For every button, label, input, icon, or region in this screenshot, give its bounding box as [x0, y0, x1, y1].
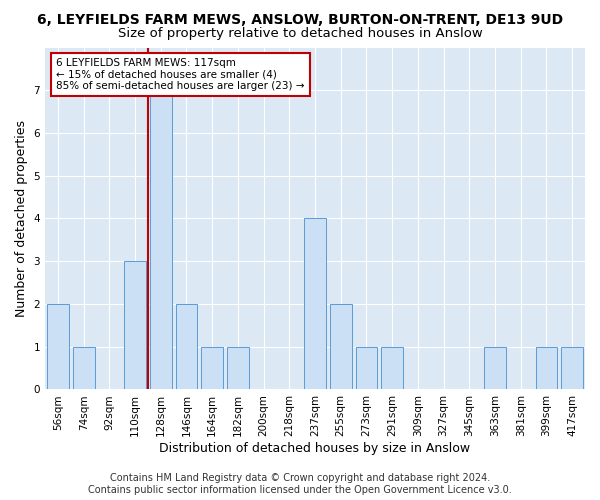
Bar [201, 346, 223, 390]
Bar [176, 304, 197, 390]
Bar [150, 90, 172, 390]
Bar [47, 304, 69, 390]
Bar [124, 261, 146, 390]
Text: Size of property relative to detached houses in Anslow: Size of property relative to detached ho… [118, 28, 482, 40]
Bar [536, 346, 557, 390]
Bar [227, 346, 249, 390]
X-axis label: Distribution of detached houses by size in Anslow: Distribution of detached houses by size … [160, 442, 470, 455]
Text: 6 LEYFIELDS FARM MEWS: 117sqm
← 15% of detached houses are smaller (4)
85% of se: 6 LEYFIELDS FARM MEWS: 117sqm ← 15% of d… [56, 58, 304, 91]
Bar [561, 346, 583, 390]
Bar [484, 346, 506, 390]
Text: 6, LEYFIELDS FARM MEWS, ANSLOW, BURTON-ON-TRENT, DE13 9UD: 6, LEYFIELDS FARM MEWS, ANSLOW, BURTON-O… [37, 12, 563, 26]
Y-axis label: Number of detached properties: Number of detached properties [15, 120, 28, 317]
Bar [356, 346, 377, 390]
Bar [330, 304, 352, 390]
Bar [381, 346, 403, 390]
Bar [304, 218, 326, 390]
Text: Contains HM Land Registry data © Crown copyright and database right 2024.
Contai: Contains HM Land Registry data © Crown c… [88, 474, 512, 495]
Bar [73, 346, 95, 390]
